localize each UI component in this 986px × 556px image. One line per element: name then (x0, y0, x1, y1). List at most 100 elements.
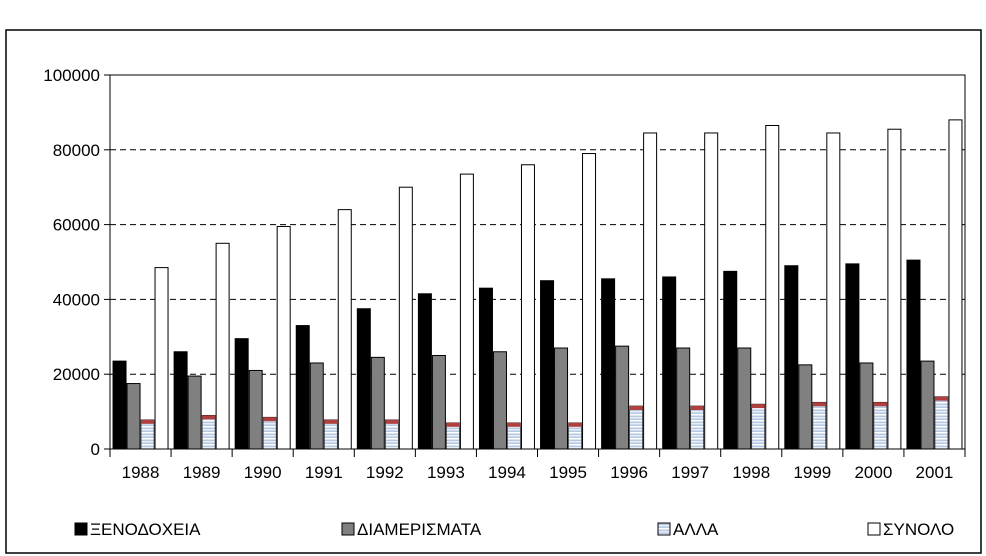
bar-alla-top (690, 405, 704, 410)
bar-alla (140, 419, 155, 450)
bar-apartments (492, 351, 507, 450)
bar-alla-top (202, 415, 216, 420)
x-tick-label: 1996 (610, 463, 648, 482)
legend-swatch (657, 522, 671, 536)
bar-apartments (126, 383, 141, 450)
bar-hotels (906, 259, 921, 450)
bar-apartments (676, 347, 691, 450)
bar-alla-top (751, 404, 765, 409)
bar-hotels (845, 263, 860, 450)
bar-total (398, 186, 413, 450)
bar-total (215, 242, 230, 450)
y-tick-label: 0 (91, 440, 100, 459)
legend: ΞΕΝΟΔΟΧΕΙΑ ΔΙΑΜΕΡΙΣΜΑΤΑ ΑΛΛΑ ΣΥΝΟΛΟ (74, 520, 954, 539)
bar-alla-top (141, 419, 155, 424)
bar-apartments (737, 347, 752, 450)
bar-hotels (540, 280, 555, 450)
legend-swatch (341, 522, 355, 536)
x-tick-label: 1994 (488, 463, 526, 482)
bar-total (704, 132, 719, 450)
x-tick-label: 1999 (793, 463, 831, 482)
bar-apartments (187, 375, 202, 450)
bar-alla-top (385, 419, 399, 424)
x-tick-label: 1988 (122, 463, 160, 482)
bar-alla (690, 405, 704, 450)
bar-alla-top (507, 422, 521, 427)
bar-alla-top (934, 396, 948, 401)
legend-swatch (74, 522, 88, 536)
bar-hotels (601, 278, 616, 450)
bar-alla (934, 396, 949, 450)
bar-hotels (234, 338, 249, 450)
bar-apartments (615, 345, 630, 450)
x-tick-label: 1995 (549, 463, 587, 482)
x-tick-label: 1998 (732, 463, 770, 482)
bar-total (520, 164, 535, 450)
bar-total (337, 209, 352, 450)
bar-apartments (309, 362, 324, 450)
x-tick-label: 1992 (366, 463, 404, 482)
x-tick-label: 1993 (427, 463, 465, 482)
bar-alla-top (324, 419, 338, 424)
bar-hotels (295, 325, 310, 450)
bar-total (643, 132, 658, 450)
bar-total (582, 153, 597, 450)
bar-alla (201, 415, 216, 450)
x-tick-label: 1990 (244, 463, 282, 482)
bar-alla (751, 403, 766, 450)
y-tick-label: 40000 (53, 290, 100, 309)
bar-alla-top (812, 402, 826, 407)
bar-alla (873, 401, 888, 450)
x-tick-label: 2000 (854, 463, 892, 482)
legend-label: ΑΛΛΑ (673, 520, 719, 539)
x-tick-label: 2001 (916, 463, 954, 482)
bar-hotels (173, 351, 188, 450)
x-tick-label: 1997 (671, 463, 709, 482)
legend-swatch (867, 522, 881, 536)
y-tick-label: 20000 (53, 365, 100, 384)
bar-hotels (417, 293, 432, 450)
bar-apartments (920, 360, 935, 450)
bar-hotels (662, 276, 677, 450)
bar-alla (629, 405, 643, 450)
bar-apartments (248, 369, 263, 450)
bars (112, 119, 963, 450)
y-tick-label: 100000 (43, 66, 100, 85)
bar-apartments (798, 364, 813, 450)
bar-alla-top (568, 422, 582, 427)
legend-label: ΔΙΑΜΕΡΙΣΜΑΤΑ (357, 520, 482, 539)
bar-apartments (859, 362, 874, 450)
bar-alla (323, 419, 338, 450)
bar-alla (262, 416, 277, 450)
bar-hotels (356, 308, 371, 450)
chart-frame (5, 29, 982, 554)
bar-total (765, 124, 780, 450)
axes: 0 20000 40000 60000 80000 100000 1988 1989 1990 1… (43, 66, 966, 482)
bar-apartments (370, 356, 385, 450)
bar-total (154, 267, 169, 450)
bar-total (276, 225, 291, 450)
bar-total (948, 119, 963, 450)
y-tick-label: 80000 (53, 141, 100, 160)
x-tick-label: 1989 (183, 463, 221, 482)
bar-alla-top (263, 417, 277, 422)
bar-hotels (723, 270, 738, 450)
bar-total (459, 173, 474, 450)
bar-alla-top (446, 422, 460, 427)
bar-alla (812, 401, 827, 450)
bar-total (887, 128, 902, 450)
bar-hotels (112, 360, 127, 450)
bar-alla-top (873, 402, 887, 407)
bar-total (826, 132, 841, 450)
bar-alla (385, 419, 399, 450)
legend-label: ΞΕΝΟΔΟΧΕΙΑ (90, 520, 201, 539)
bar-alla-top (629, 405, 643, 410)
bar-apartments (431, 355, 446, 450)
y-tick-label: 60000 (53, 216, 100, 235)
legend-label: ΣΥΝΟΛΟ (883, 520, 954, 539)
bar-apartments (554, 347, 569, 450)
bar-hotels (784, 265, 799, 450)
bar-hotels (478, 287, 493, 450)
x-tick-label: 1991 (305, 463, 343, 482)
